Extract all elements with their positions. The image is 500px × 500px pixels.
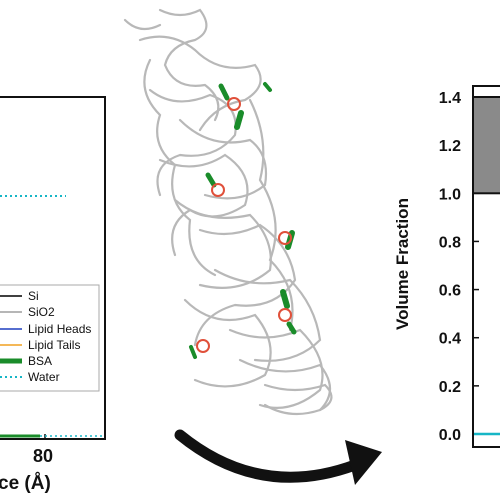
legend-label-water: Water	[28, 370, 60, 384]
ribbon-strand	[228, 328, 324, 409]
ligand-marker	[278, 308, 292, 322]
right-y-tick-label: 0.6	[439, 283, 461, 300]
ribbon-strand	[263, 383, 333, 412]
legend-label-si: Si	[28, 289, 39, 303]
right-y-axis-label: Volume Fraction	[393, 198, 412, 330]
ligand-marker	[196, 339, 210, 353]
arrow-shaft	[174, 429, 361, 483]
curved-arrow	[174, 429, 382, 485]
ribbon-strand	[213, 268, 322, 362]
bsa-highlight	[218, 83, 230, 101]
legend-label-lipid-tails: Lipid Tails	[28, 338, 80, 352]
right-y-tick-label: 1.4	[439, 90, 461, 107]
legend-label-bsa: BSA	[28, 354, 52, 368]
right-plot: Volume Fraction 0.0 0.2 0.4 0.6 0.8 1.0 1.2 1.4	[393, 85, 500, 448]
ligand-marker	[227, 97, 241, 111]
ribbon-strand	[238, 358, 332, 416]
ribbon-strand	[143, 58, 217, 277]
ribbon-strand	[123, 18, 162, 31]
right-y-tick-label: 0.8	[439, 234, 461, 251]
bsa-highlight	[263, 82, 272, 92]
left-legend: Si SiO2 Lipid Heads Lipid Tails BSA Wate…	[0, 284, 100, 392]
right-y-tick-label: 1.0	[439, 186, 461, 203]
legend-box	[0, 284, 100, 392]
legend-label-sio2: SiO2	[28, 305, 55, 319]
left-plot: 80 ce (Å) Si SiO2 Lipid Heads Lipid Tail…	[0, 96, 106, 494]
bsa-highlight	[189, 345, 197, 359]
bsa-highlight	[286, 321, 297, 335]
bsa-highlight	[280, 289, 290, 309]
right-y-tick-label: 0.0	[439, 427, 461, 444]
ribbon-strand	[183, 298, 272, 388]
ribbon-strand	[193, 223, 297, 347]
protein-ribbon-image	[123, 8, 333, 416]
bar-gray	[472, 96, 500, 195]
ribbon-strand	[173, 198, 272, 289]
bsa-highlight	[234, 110, 244, 130]
ribbon-strand	[148, 88, 237, 197]
left-plot-frame	[0, 96, 106, 440]
ribbon-strand	[138, 35, 262, 132]
ribbon-strand	[158, 153, 249, 257]
ribbon-strand	[158, 8, 220, 122]
ribbon-strand	[248, 98, 294, 332]
ligand-marker	[211, 183, 225, 197]
legend-label-lipid-heads: Lipid Heads	[28, 322, 91, 336]
right-y-tick-label: 0.4	[439, 331, 461, 348]
right-plot-frame	[472, 85, 500, 448]
right-y-tick-label: 0.2	[439, 379, 461, 396]
left-x-axis-label: ce (Å)	[0, 473, 51, 494]
right-y-tick-label: 1.2	[439, 138, 461, 155]
arrow-head	[345, 440, 382, 485]
left-x-tick-label: 80	[33, 446, 53, 466]
ligand-marker	[278, 231, 292, 245]
bsa-highlight	[205, 172, 217, 188]
right-y-ticks: 0.0 0.2 0.4 0.6 0.8 1.0 1.2 1.4	[439, 90, 479, 444]
